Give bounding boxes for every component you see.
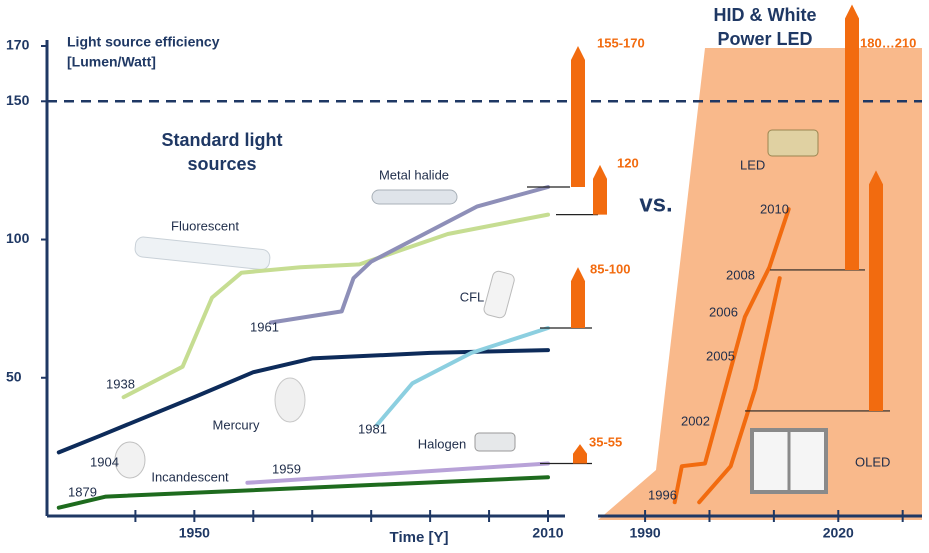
chart-title: Standard light — [162, 130, 283, 150]
annotation: 1981 — [358, 421, 387, 436]
cfl-icon — [483, 270, 515, 319]
arrow-label: 180…210 — [860, 35, 916, 50]
series-line — [245, 461, 550, 485]
y-axis-label: [Lumen/Watt] — [67, 54, 156, 70]
series-line — [697, 276, 782, 505]
arrow-label: 120 — [617, 155, 639, 170]
annotation: 2010 — [760, 201, 789, 216]
series-line — [56, 475, 550, 510]
tube-icon — [134, 236, 271, 270]
x-tick-label: 2010 — [532, 525, 563, 541]
chart-title: sources — [187, 154, 256, 174]
y-axis-label: Light source efficiency — [67, 34, 220, 50]
led-icon — [767, 129, 819, 157]
series-label: CFL — [460, 289, 485, 304]
annotation: LED — [740, 157, 765, 172]
annotation: 2002 — [681, 413, 710, 428]
series-label: Fluorescent — [171, 218, 239, 233]
series-line — [375, 326, 550, 427]
series-line — [56, 348, 550, 455]
series-line — [121, 212, 550, 400]
annotation: 1904 — [90, 454, 119, 469]
series-line — [269, 185, 550, 325]
chart-title: HID & White — [714, 5, 817, 25]
x-tick-label: 1950 — [179, 525, 210, 541]
arrow — [573, 444, 587, 464]
series-label: Mercury — [213, 417, 260, 432]
annotation: 1959 — [272, 461, 301, 476]
metal-halide-icon — [371, 189, 458, 205]
series-label: Metal halide — [379, 167, 449, 182]
annotation: 1961 — [250, 319, 279, 334]
annotation: 1996 — [648, 487, 677, 502]
annotation: 2008 — [726, 267, 755, 282]
versus-label: vs. — [639, 190, 672, 217]
annotation: 2005 — [706, 348, 735, 363]
y-tick-label: 50 — [6, 368, 22, 384]
arrow — [845, 4, 859, 270]
annotation: OLED — [855, 454, 890, 469]
chart-title: Power LED — [717, 29, 812, 49]
icons — [114, 129, 828, 494]
annotation: 2006 — [709, 304, 738, 319]
x-axis-label: Time [Y] — [390, 529, 449, 546]
arrow-label: 85-100 — [590, 261, 630, 276]
arrow — [869, 170, 883, 411]
annotation: 1879 — [68, 484, 97, 499]
series-line — [672, 207, 791, 505]
y-tick-label: 170 — [6, 37, 30, 53]
arrow-label: 35-55 — [589, 434, 622, 449]
arrow — [593, 164, 607, 215]
annotation: 1938 — [106, 376, 135, 391]
arrow — [571, 46, 585, 187]
y-tick-label: 150 — [6, 92, 30, 108]
y-tick-label: 100 — [6, 230, 30, 246]
x-tick-label: 1990 — [630, 525, 661, 541]
series-label: Incandescent — [151, 469, 229, 484]
arrow — [571, 267, 585, 328]
mercury-icon — [274, 377, 306, 423]
bulb-icon — [114, 441, 146, 479]
halogen-icon — [474, 432, 516, 452]
arrow-label: 155-170 — [597, 35, 645, 50]
x-tick-label: 2020 — [823, 525, 854, 541]
series-label: Halogen — [418, 436, 466, 451]
